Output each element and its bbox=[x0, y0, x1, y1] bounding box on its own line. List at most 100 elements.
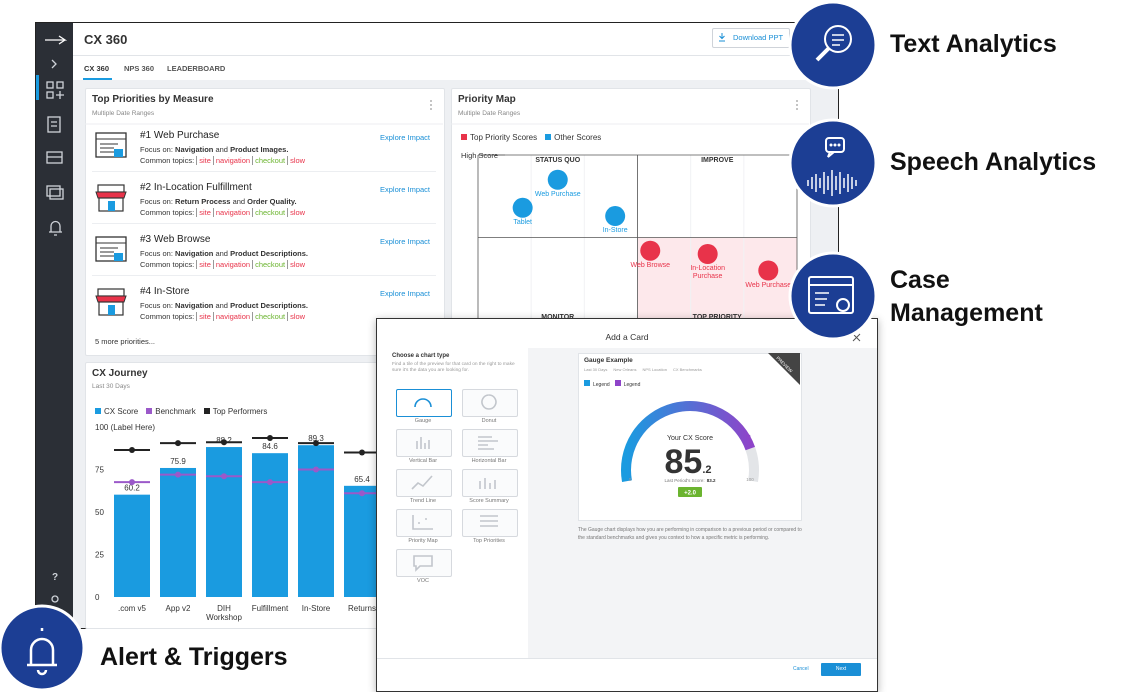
topic[interactable]: checkout bbox=[252, 156, 288, 165]
chart-type-tile[interactable] bbox=[462, 509, 518, 537]
chart-type-tile[interactable] bbox=[462, 429, 518, 457]
topic[interactable]: navigation bbox=[212, 208, 253, 217]
chart-type-tile[interactable] bbox=[462, 389, 518, 417]
filters: Last 30 Days New Orleans NPS Location CX Be… bbox=[584, 367, 702, 372]
item-icon bbox=[95, 236, 127, 262]
point-label: Web Purchase bbox=[745, 281, 792, 289]
icon-shape bbox=[97, 288, 125, 297]
help-icon[interactable]: ? bbox=[52, 572, 59, 583]
legend-item: Top Priority Scores bbox=[461, 133, 537, 142]
modal-title: Add a Card bbox=[605, 332, 649, 342]
tile-label: Vertical Bar bbox=[408, 458, 438, 464]
filter: CX Benchmarks bbox=[672, 367, 702, 372]
icon-shape bbox=[108, 201, 115, 211]
card-subtitle: Multiple Date Ranges bbox=[92, 110, 155, 117]
topic[interactable]: checkout bbox=[252, 260, 288, 269]
chart-type-tile[interactable] bbox=[396, 429, 452, 457]
focus-part: and bbox=[215, 301, 228, 310]
topics-label: Common topics: bbox=[140, 312, 195, 321]
item-focus: Focus on: Navigation and Product Descrip… bbox=[140, 249, 308, 258]
tile-label: Gauge bbox=[414, 418, 432, 424]
topic[interactable]: slow bbox=[287, 312, 308, 321]
tile-label: Donut bbox=[481, 418, 497, 424]
explore-link[interactable]: Explore Impact bbox=[380, 133, 431, 142]
legend-item: Other Scores bbox=[545, 133, 601, 142]
topic[interactable]: site bbox=[196, 312, 213, 321]
card-title: Top Priorities by Measure bbox=[92, 94, 214, 105]
explore-link[interactable]: Explore Impact bbox=[380, 289, 431, 298]
chart-type-tile[interactable] bbox=[396, 509, 452, 537]
filter: New Orleans bbox=[613, 367, 637, 372]
item-title: #3 Web Browse bbox=[140, 234, 211, 245]
hint: Find a tile of the preview for that card… bbox=[392, 362, 515, 373]
focus-part: and bbox=[232, 197, 246, 206]
chart-type-tile[interactable] bbox=[396, 389, 452, 417]
more-link[interactable]: 5 more priorities... bbox=[95, 337, 156, 346]
icon-shape bbox=[114, 149, 123, 157]
x-tick-label: DIH Workshop bbox=[206, 604, 242, 622]
tile-icon bbox=[413, 555, 433, 572]
explore-link[interactable]: Explore Impact bbox=[380, 237, 431, 246]
card-title: Priority Map bbox=[458, 94, 516, 105]
chart-type-tile[interactable] bbox=[396, 469, 452, 497]
item-title: #2 In-Location Fulfillment bbox=[140, 182, 252, 193]
legend-swatch bbox=[584, 380, 590, 386]
item-focus: Focus on: Return Process and Order Quali… bbox=[140, 197, 297, 206]
icon-shape bbox=[97, 184, 125, 193]
legend-label: CX Score bbox=[104, 407, 139, 416]
callout-label: Text Analytics bbox=[890, 30, 1057, 58]
point-label: Web Browse bbox=[630, 261, 671, 269]
legend-label: Top Performers bbox=[212, 407, 268, 416]
topic[interactable]: navigation bbox=[212, 156, 253, 165]
tile-glyph bbox=[412, 515, 433, 530]
topic[interactable]: checkout bbox=[252, 312, 288, 321]
cancel-button[interactable]: Cancel bbox=[793, 666, 809, 672]
focus-part: Order Quality. bbox=[247, 197, 297, 206]
item-title: #4 In-Store bbox=[140, 286, 190, 297]
legend-item: Legend bbox=[614, 380, 640, 388]
topic[interactable]: slow bbox=[287, 208, 308, 217]
card-title: CX Journey bbox=[92, 368, 148, 379]
tab[interactable]: NPS 360 bbox=[124, 64, 155, 73]
modal-footer bbox=[377, 658, 877, 659]
topic[interactable]: site bbox=[196, 156, 213, 165]
tile-label: Top Priorities bbox=[473, 538, 505, 544]
tile-icon bbox=[479, 478, 496, 489]
tab[interactable]: LEADERBOARD bbox=[167, 64, 226, 73]
topic[interactable]: slow bbox=[287, 156, 308, 165]
point-label: In-Store bbox=[602, 227, 628, 235]
legend-label: Top Priority Scores bbox=[470, 133, 538, 142]
chart-type-tile[interactable] bbox=[396, 549, 452, 577]
topic[interactable]: checkout bbox=[252, 208, 288, 217]
tab[interactable]: CX 360 bbox=[84, 64, 110, 73]
focus-part: Product Descriptions. bbox=[230, 301, 309, 310]
next-button[interactable] bbox=[821, 663, 861, 676]
item-topics: Common topics: site navigation checkout slow bbox=[140, 312, 308, 321]
icon-shape bbox=[95, 236, 127, 262]
x-tick-label: .com v5 bbox=[117, 604, 146, 613]
preview-title: Gauge Example bbox=[584, 357, 633, 364]
tile-glyph bbox=[416, 437, 430, 449]
topic[interactable]: navigation bbox=[212, 260, 253, 269]
focus-part: and bbox=[215, 145, 228, 154]
item-icon bbox=[95, 132, 127, 158]
legend-item: Benchmark bbox=[146, 407, 196, 416]
callout-label: Alert & Triggers bbox=[100, 643, 288, 671]
section-title: Choose a chart type bbox=[392, 353, 450, 359]
focus-part: Return Process bbox=[175, 197, 231, 206]
topic[interactable]: slow bbox=[287, 260, 308, 269]
topic[interactable]: site bbox=[196, 260, 213, 269]
topic[interactable]: navigation bbox=[212, 312, 253, 321]
legend-label: Other Scores bbox=[554, 133, 602, 142]
point-label: In-Location Purchase bbox=[690, 265, 725, 280]
description: The Gauge chart displays how you are per… bbox=[578, 527, 802, 541]
explore-link[interactable]: Explore Impact bbox=[380, 185, 431, 194]
legend-item: Top Performers bbox=[203, 407, 268, 416]
topic[interactable]: site bbox=[196, 208, 213, 217]
item-topics: Common topics: site navigation checkout slow bbox=[140, 156, 308, 165]
tile-glyph bbox=[480, 515, 498, 527]
legend-swatch bbox=[614, 380, 621, 386]
tile-icon bbox=[412, 515, 433, 530]
topics-label: Common topics: bbox=[140, 208, 195, 217]
